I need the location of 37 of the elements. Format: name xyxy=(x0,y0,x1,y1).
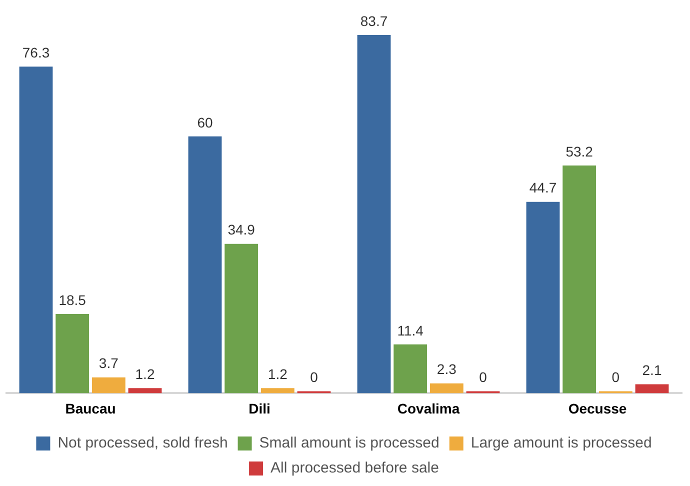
legend-label: Not processed, sold fresh xyxy=(58,434,228,452)
bar xyxy=(19,66,53,394)
data-label: 1.2 xyxy=(268,366,288,382)
data-label: 76.3 xyxy=(22,44,50,60)
data-label: 11.4 xyxy=(397,322,424,338)
data-label: 44.7 xyxy=(529,180,557,196)
data-label: 0 xyxy=(479,369,488,386)
x-tick-label: Dili xyxy=(248,400,270,416)
x-tick-label: Covalima xyxy=(397,400,460,416)
bar xyxy=(128,388,162,394)
data-label: 2.3 xyxy=(436,361,457,378)
data-label: 0 xyxy=(310,369,318,386)
data-label: 3.7 xyxy=(98,355,119,372)
bar xyxy=(394,344,428,394)
data-label: 18.5 xyxy=(58,292,86,308)
data-label: 83.7 xyxy=(360,12,388,29)
bar xyxy=(430,383,464,394)
data-label: 60 xyxy=(197,114,213,130)
bar xyxy=(260,388,294,394)
bar xyxy=(56,314,90,394)
data-label: 2.1 xyxy=(642,362,662,378)
data-label: 0 xyxy=(612,369,620,386)
legend-label: All processed before sale xyxy=(270,460,439,477)
legend-label: Large amount is processed xyxy=(470,434,652,452)
bar xyxy=(224,244,258,394)
x-tick-label: Oecusse xyxy=(568,400,627,416)
bar xyxy=(635,384,669,394)
data-label: 34.9 xyxy=(228,222,256,238)
data-label: 53.2 xyxy=(566,143,594,160)
bar xyxy=(188,136,222,394)
legend-label: Small amount is processed xyxy=(259,434,440,452)
x-tick-label: Baucau xyxy=(65,400,116,416)
bar xyxy=(562,166,596,394)
bar xyxy=(357,34,391,394)
data-label: 1.2 xyxy=(135,366,155,382)
bar xyxy=(92,377,126,394)
bar xyxy=(526,202,560,394)
